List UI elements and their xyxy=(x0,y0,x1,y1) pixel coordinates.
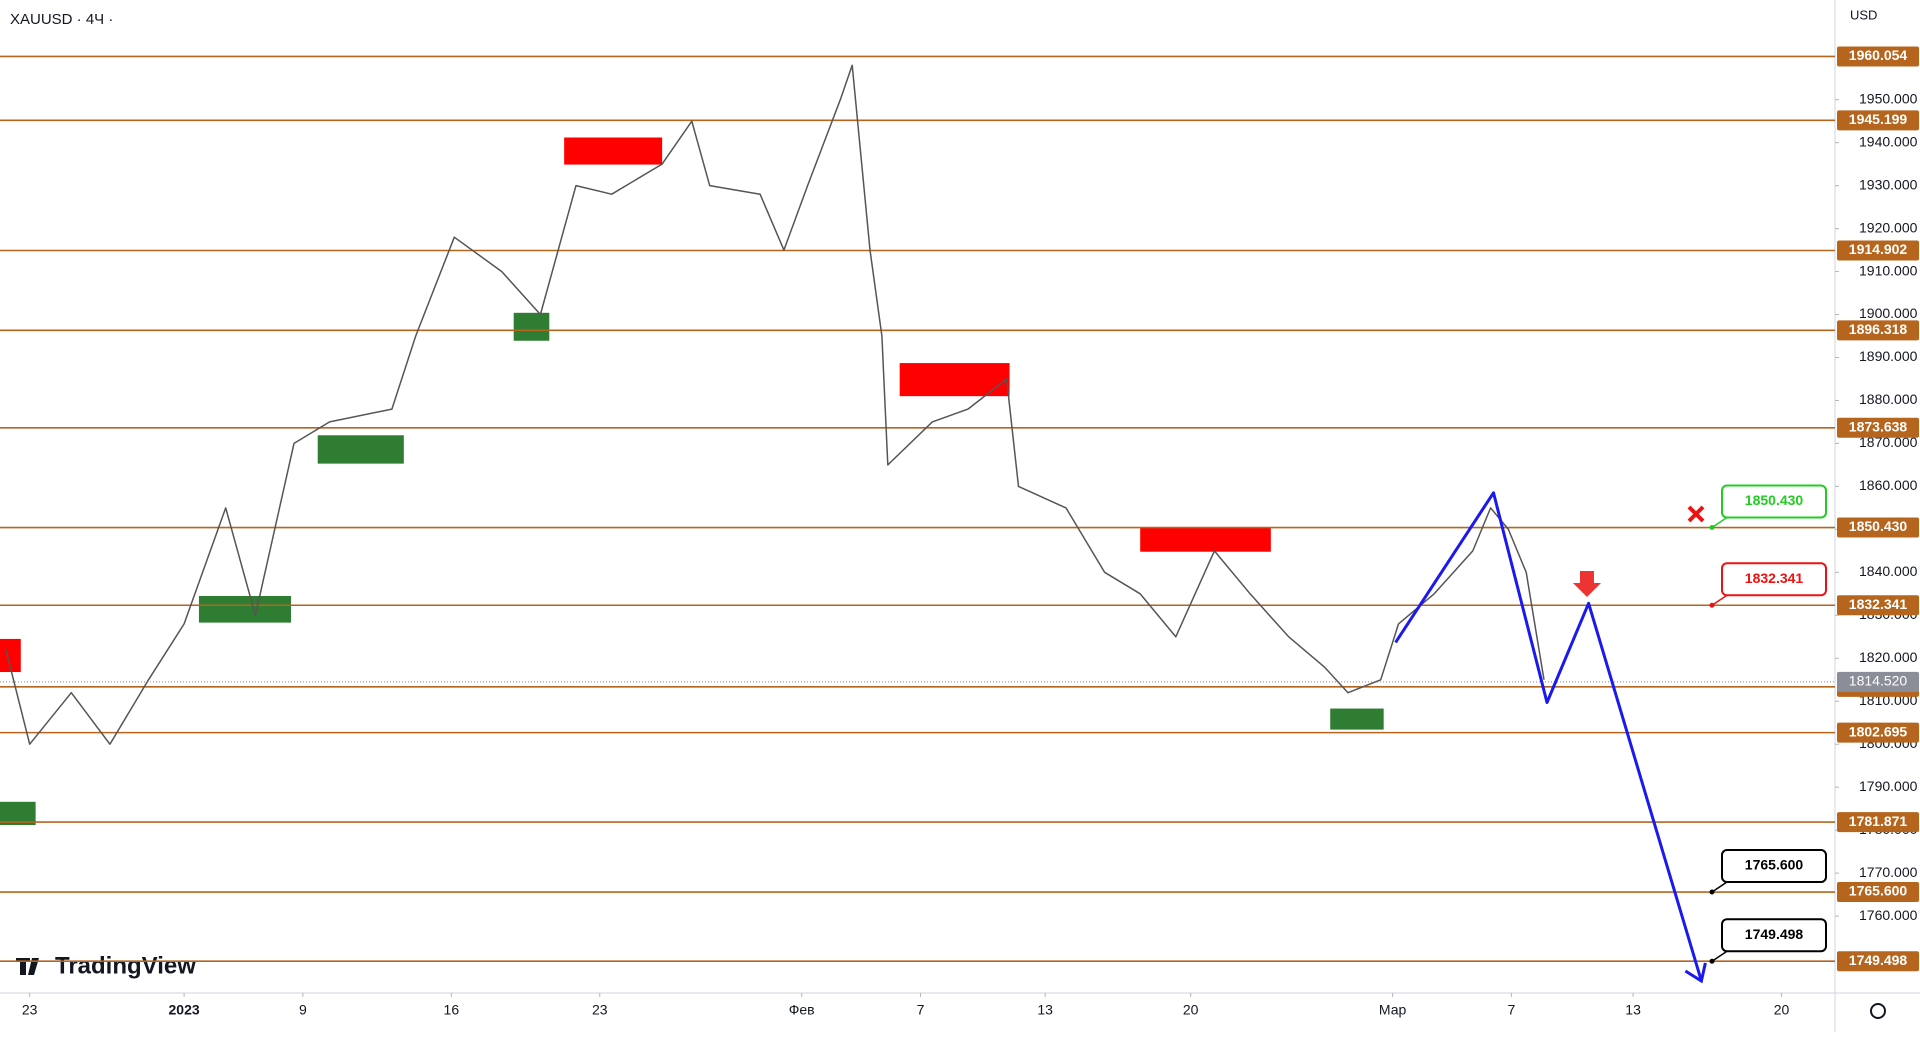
x-tick-label: 7 xyxy=(1507,1002,1515,1018)
level-label-bg xyxy=(1837,812,1919,833)
y-tick-label: 1770.000 xyxy=(1859,864,1918,880)
x-tick-label: 20 xyxy=(1183,1002,1199,1018)
x-tick-label: 13 xyxy=(1625,1002,1641,1018)
x-tick-label: 20 xyxy=(1774,1002,1790,1018)
y-tick-label: 1930.000 xyxy=(1859,176,1918,192)
level-label-bg xyxy=(1837,320,1919,341)
y-tick-label: 1880.000 xyxy=(1859,391,1918,407)
callout-text: 1749.498 xyxy=(1745,926,1804,942)
price-axis-bg xyxy=(1835,0,1920,1032)
callout-box xyxy=(1721,918,1827,953)
forecast-path xyxy=(1394,491,1703,982)
y-tick-label: 1840.000 xyxy=(1859,563,1918,579)
level-label-bg xyxy=(1837,595,1919,616)
down-arrow xyxy=(1573,571,1601,597)
level-label-bg xyxy=(1837,417,1919,438)
zone xyxy=(1330,708,1384,730)
callout-anchor xyxy=(1709,602,1715,608)
callout-anchor xyxy=(1709,525,1715,531)
y-tick-label: 1950.000 xyxy=(1859,90,1918,106)
level-label: 1749.498 xyxy=(1849,952,1908,968)
callout-box xyxy=(1721,562,1827,597)
level-label: 1873.638 xyxy=(1849,419,1908,435)
level-label: 1914.902 xyxy=(1849,241,1908,257)
level-label-bg xyxy=(1837,517,1919,538)
zone xyxy=(317,435,404,464)
y-tick-label: 1870.000 xyxy=(1859,434,1918,450)
zone xyxy=(513,312,550,341)
x-tick-label: 23 xyxy=(22,1002,38,1018)
callout-text: 1765.600 xyxy=(1745,857,1804,873)
level-label: 1945.199 xyxy=(1849,111,1908,127)
settings-icon[interactable] xyxy=(1870,1003,1886,1019)
callout-anchor xyxy=(1709,889,1715,895)
level-label-bg xyxy=(1837,951,1919,972)
level-label: 1781.871 xyxy=(1849,813,1908,829)
callout-box xyxy=(1721,484,1827,519)
level-label-bg xyxy=(1837,240,1919,261)
zone xyxy=(1140,527,1271,552)
symbol-title: XAUUSD · 4Ч · xyxy=(10,11,113,28)
level-label: 1802.695 xyxy=(1849,723,1908,739)
level-label: 1765.600 xyxy=(1849,883,1908,899)
level-label: 1832.341 xyxy=(1849,596,1908,612)
y-tick-label: 1910.000 xyxy=(1859,262,1918,278)
level-label-bg xyxy=(1837,722,1919,743)
y-tick-label: 1920.000 xyxy=(1859,219,1918,235)
last-price-label: 1814.520 xyxy=(1849,673,1908,689)
x-tick-label: Фев xyxy=(789,1002,815,1018)
zone xyxy=(0,801,36,825)
x-tick-label: 16 xyxy=(444,1002,460,1018)
forecast-arrowhead xyxy=(1684,962,1707,984)
callout-anchor xyxy=(1709,958,1715,964)
callout-box xyxy=(1721,849,1827,884)
last-price-bg xyxy=(1837,671,1919,692)
y-tick-label: 1860.000 xyxy=(1859,477,1918,493)
x-tick-label: 23 xyxy=(592,1002,608,1018)
zone xyxy=(899,363,1010,397)
x-tick-label: 2023 xyxy=(169,1002,200,1018)
cross-marker xyxy=(1687,505,1705,523)
price-line xyxy=(5,64,1545,745)
level-label-bg xyxy=(1837,110,1919,131)
y-tick-label: 1890.000 xyxy=(1859,348,1918,364)
brand-logo xyxy=(16,958,39,975)
level-label-bg xyxy=(1837,882,1919,903)
level-label: 1850.430 xyxy=(1849,518,1908,534)
x-tick-label: 9 xyxy=(299,1002,307,1018)
level-label: 1896.318 xyxy=(1849,321,1908,337)
y-tick-label: 1790.000 xyxy=(1859,778,1918,794)
x-tick-label: Мар xyxy=(1379,1002,1407,1018)
y-tick-label: 1760.000 xyxy=(1859,907,1918,923)
x-tick-label: 13 xyxy=(1037,1002,1053,1018)
zone xyxy=(0,638,21,673)
brand: TradingView xyxy=(55,952,196,979)
x-tick-label: 7 xyxy=(917,1002,925,1018)
callout-text: 1850.430 xyxy=(1745,492,1804,508)
level-label: 1960.054 xyxy=(1849,47,1908,63)
y-tick-label: 1900.000 xyxy=(1859,305,1918,321)
currency[interactable]: USD xyxy=(1850,7,1877,22)
zone xyxy=(564,137,663,165)
callout-text: 1832.341 xyxy=(1745,570,1804,586)
y-tick-label: 1820.000 xyxy=(1859,649,1918,665)
y-tick-label: 1940.000 xyxy=(1859,133,1918,149)
zone xyxy=(198,595,291,623)
level-label-bg xyxy=(1837,46,1919,67)
